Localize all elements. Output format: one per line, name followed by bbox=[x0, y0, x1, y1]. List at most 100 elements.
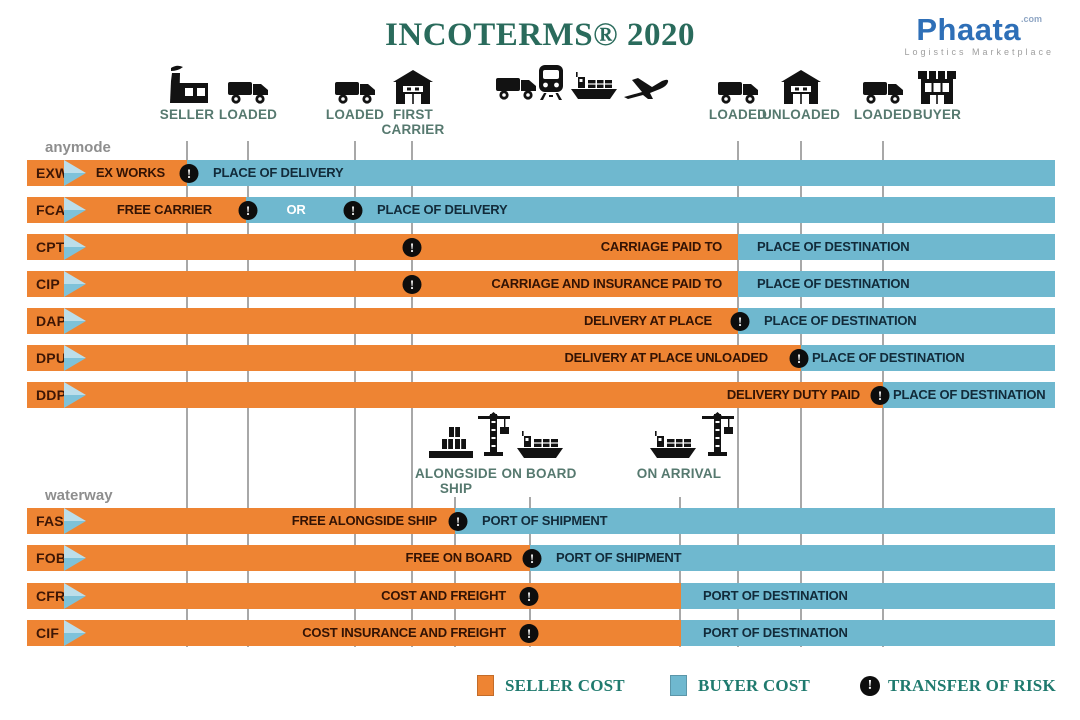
chevron-right-icon bbox=[64, 197, 86, 223]
legend-label: SELLER COST bbox=[505, 676, 625, 695]
delivery-place-label: PORT OF SHIPMENT bbox=[556, 550, 682, 565]
buyer-cost-bar bbox=[883, 382, 1055, 408]
buyer-cost-bar bbox=[681, 620, 1055, 646]
store-icon bbox=[917, 69, 957, 105]
milestone-label-line: SELLER bbox=[159, 107, 215, 122]
buyer-cost-bar bbox=[738, 271, 1055, 297]
transfer-of-risk-icon: ! bbox=[448, 511, 468, 531]
train-icon bbox=[536, 65, 566, 101]
incoterm-row-fca: FCA FREE CARRIER OR PLACE OF DELIVERY!! bbox=[0, 197, 1080, 223]
seller-cost-bar bbox=[27, 197, 246, 223]
phaata-logo: Phaata.com Logistics Marketplace bbox=[904, 14, 1054, 57]
milestone-label-line: FIRST bbox=[393, 107, 433, 122]
milestone-label-line: LOADED bbox=[325, 107, 385, 122]
term-code: CPT bbox=[36, 239, 65, 255]
milestone-label: BUYER bbox=[913, 107, 961, 122]
incoterm-row-cip: CIP CARRIAGE AND INSURANCE PAID TO PLACE O… bbox=[0, 271, 1080, 297]
transfer-of-risk-icon: ! bbox=[870, 385, 890, 405]
delivery-place-label: PLACE OF DESTINATION bbox=[757, 276, 910, 291]
incoterm-row-cif: CIF COST INSURANCE AND FREIGHT PORT OF DES… bbox=[0, 620, 1080, 646]
seller-cost-bar bbox=[27, 508, 455, 534]
incoterm-row-exw: EXW EX WORKS PLACE OF DELIVERY! bbox=[0, 160, 1080, 186]
seller-cost-swatch bbox=[477, 675, 494, 696]
milestone-label-line: BUYER bbox=[912, 107, 962, 122]
transfer-of-risk-icon: ! bbox=[860, 676, 880, 696]
truck-icon bbox=[496, 71, 536, 101]
buyer-cost-bar bbox=[530, 545, 1055, 571]
milestone-label: FIRST CARRIER bbox=[382, 107, 445, 137]
buyer-cost-bar bbox=[455, 508, 1055, 534]
term-name: FREE ALONGSIDE SHIP bbox=[291, 513, 437, 528]
plane-icon bbox=[622, 71, 670, 101]
waterway-milestone-label: ON ARRIVAL bbox=[637, 466, 722, 481]
truck-icon bbox=[718, 75, 758, 105]
seller-cost-bar bbox=[27, 620, 681, 646]
seller-cost-bar bbox=[27, 234, 738, 260]
truck-icon bbox=[863, 75, 903, 105]
chevron-right-icon bbox=[64, 234, 86, 260]
delivery-place-label: PLACE OF DESTINATION bbox=[757, 239, 910, 254]
dock-icon bbox=[428, 422, 474, 460]
buyer-cost-swatch bbox=[670, 675, 687, 696]
chevron-right-icon bbox=[64, 620, 86, 646]
milestone-label: LOADED bbox=[709, 107, 767, 122]
term-code: EXW bbox=[36, 165, 69, 181]
delivery-place-label: PORT OF DESTINATION bbox=[703, 625, 848, 640]
warehouse-icon bbox=[780, 69, 822, 105]
waterway-milestone-label: ON BOARD bbox=[501, 466, 576, 481]
buyer-cost-bar bbox=[738, 234, 1055, 260]
buyer-cost-bar bbox=[187, 160, 1055, 186]
term-name: DELIVERY AT PLACE UNLOADED bbox=[564, 350, 768, 365]
chevron-right-icon bbox=[64, 160, 86, 186]
chevron-right-icon bbox=[64, 583, 86, 609]
chevron-right-icon bbox=[64, 508, 86, 534]
section-label-anymode: anymode bbox=[45, 139, 111, 156]
seller-cost-bar bbox=[27, 583, 681, 609]
milestone-label: LOADED bbox=[854, 107, 912, 122]
term-name: COST AND FREIGHT bbox=[381, 588, 506, 603]
term-code: CIF bbox=[36, 625, 60, 641]
term-code: CFR bbox=[36, 588, 66, 604]
page-title: INCOTERMS® 2020 bbox=[385, 17, 695, 53]
seller-cost-bar bbox=[27, 345, 801, 371]
milestone-label: LOADED bbox=[326, 107, 384, 122]
transfer-of-risk-icon: ! bbox=[730, 311, 750, 331]
transfer-of-risk-icon: ! bbox=[522, 548, 542, 568]
waterway-gridline bbox=[679, 497, 681, 647]
milestone-label-line: LOADED bbox=[218, 107, 278, 122]
crane-icon bbox=[700, 412, 736, 460]
term-code: FCA bbox=[36, 202, 66, 218]
delivery-place-label: PLACE OF DESTINATION bbox=[893, 387, 1046, 402]
legend-label: BUYER COST bbox=[698, 676, 811, 695]
crane-icon bbox=[476, 412, 512, 460]
term-code: DDP bbox=[36, 387, 67, 403]
incoterm-row-cfr: CFR COST AND FREIGHT PORT OF DESTINATION! bbox=[0, 583, 1080, 609]
transfer-of-risk-icon: ! bbox=[179, 163, 199, 183]
incoterm-row-fob: FOB FREE ON BOARD PORT OF SHIPMENT! bbox=[0, 545, 1080, 571]
term-name: DELIVERY DUTY PAID bbox=[726, 387, 860, 402]
logo-wordmark: Phaata bbox=[916, 12, 1022, 47]
cargo-ship-icon bbox=[649, 428, 697, 460]
logo-tagline: Logistics Marketplace bbox=[904, 47, 1054, 57]
chevron-right-icon bbox=[64, 545, 86, 571]
delivery-place-label: PORT OF DESTINATION bbox=[703, 588, 848, 603]
delivery-place-label: PLACE OF DELIVERY bbox=[213, 165, 344, 180]
logo-tld: .com bbox=[1021, 14, 1043, 24]
legend-label: TRANSFER OF RISK bbox=[888, 676, 1056, 695]
term-code: DPU bbox=[36, 350, 67, 366]
transfer-of-risk-icon: ! bbox=[402, 237, 422, 257]
term-name: CARRIAGE AND INSURANCE PAID TO bbox=[491, 276, 722, 291]
waterway-milestone-label-line: SHIP bbox=[439, 481, 473, 496]
buyer-cost-bar bbox=[801, 345, 1055, 371]
delivery-place-label: PLACE OF DESTINATION bbox=[812, 350, 965, 365]
term-code: CIP bbox=[36, 276, 60, 292]
milestone-label: LOADED bbox=[219, 107, 277, 122]
waterway-milestone-label-line: ON BOARD bbox=[501, 466, 577, 481]
truck-icon bbox=[335, 75, 375, 105]
chevron-right-icon bbox=[64, 345, 86, 371]
delivery-place-label: PLACE OF DELIVERY bbox=[377, 202, 508, 217]
seller-cost-bar bbox=[27, 160, 187, 186]
transfer-of-risk-icon: ! bbox=[238, 200, 258, 220]
waterway-milestone-label: ALONGSIDE SHIP bbox=[415, 466, 497, 496]
